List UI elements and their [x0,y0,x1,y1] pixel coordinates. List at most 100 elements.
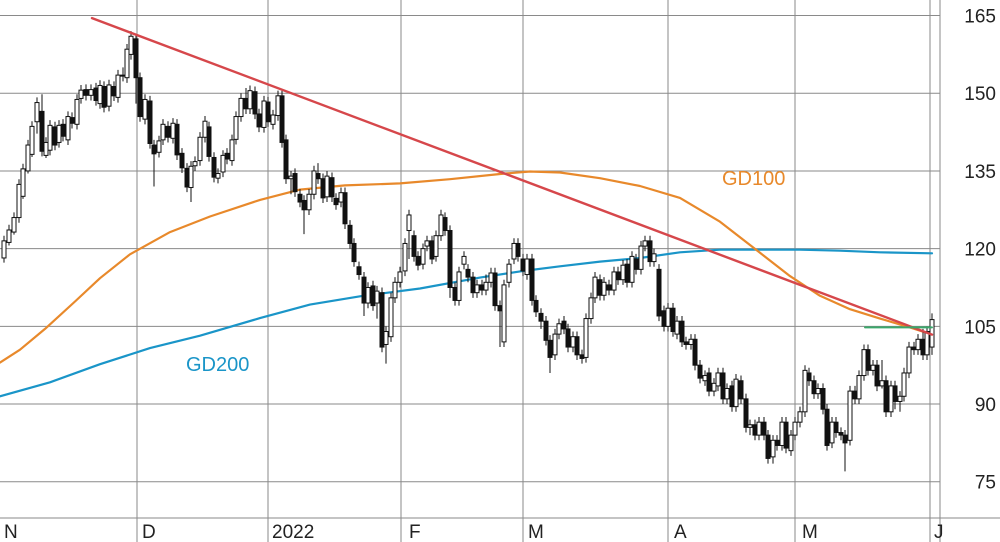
candle [743,393,749,433]
candle [420,243,426,270]
candle [402,238,408,277]
candle [179,148,185,174]
candle-body-down [333,197,339,206]
candle-body-up [115,74,121,98]
candle-body-down [69,117,75,124]
candle-body-down [738,380,744,400]
candle [802,365,808,417]
candle [711,378,717,397]
candle-body-down [147,100,153,144]
candle [415,251,421,271]
candle [656,264,662,322]
candle-body-down [283,139,289,180]
candle-body-up [611,271,617,291]
candle-body-up [642,240,648,247]
candle-body-down [597,279,603,296]
candle-body-up [433,235,439,257]
candle-body-up [797,411,803,423]
candle [679,315,685,348]
candle-body-down [315,173,321,180]
candle [315,163,321,184]
candle [115,69,121,103]
candle [792,416,798,441]
candle-body-up [856,375,862,400]
candle [529,253,535,306]
candle-body-down [606,284,612,291]
candle [124,44,130,83]
candle-body-down [920,338,926,356]
candle [724,383,730,405]
candle [524,253,530,280]
candle-body-up [420,248,426,265]
candle-body-down [83,89,89,96]
candle-body-up [261,100,267,128]
candle [651,248,657,267]
candle-body-up [747,424,753,428]
candle [501,279,507,348]
candle-body-up [78,89,84,99]
candle-body-down [492,272,498,307]
candle-body-up [788,434,794,452]
candle-body-down [574,336,580,356]
candle [447,225,453,298]
candle-body-up [202,120,208,138]
candle [69,112,75,129]
candle-body-up [861,349,867,377]
candle [601,277,607,301]
trend-overlays [90,16,934,336]
candle [383,326,389,364]
candle [706,367,712,397]
y-tick-label: 90 [975,395,996,416]
candle [770,435,776,464]
candle [137,72,143,122]
candle [465,264,471,283]
candle-body-down [184,167,190,188]
candle [906,341,912,379]
candle [811,375,817,399]
candle-body-up [65,116,71,141]
candle-body-down [347,224,353,244]
candle-body-up [215,173,221,179]
candle [733,373,739,412]
candle [665,303,671,332]
candle-body-up [483,281,489,291]
candle-body-down [379,292,385,348]
candle [392,277,398,304]
candle [847,385,853,446]
candle [406,209,412,259]
candle [388,292,394,342]
candle-body-down [783,421,789,449]
candle [347,220,353,249]
candle-body-up [170,122,176,139]
candle [747,419,753,436]
candle [629,251,635,288]
candle-body-down [561,320,567,330]
candle-body-up [388,297,394,338]
candle [533,295,539,318]
candle [197,132,203,166]
candle [88,84,94,101]
candle-body-up [733,378,739,408]
candle-body-down [615,271,621,281]
candle [365,282,371,309]
candle-body-up [601,281,607,296]
candle [806,367,812,386]
candle-body-up [501,284,507,343]
candle [633,253,639,275]
candle-body-down [533,299,539,313]
candle [411,230,417,262]
candle-body-up [238,97,244,118]
candle [492,267,498,311]
candle-body-up [29,125,35,155]
candle [47,120,53,156]
candle [779,416,785,451]
candle-body-up [392,281,398,299]
candle-body-down [179,152,185,169]
candle-body-up [556,323,562,335]
candle [29,121,35,157]
candle-body-up [474,284,480,294]
candle-body-down [761,421,767,436]
candle [638,240,644,275]
